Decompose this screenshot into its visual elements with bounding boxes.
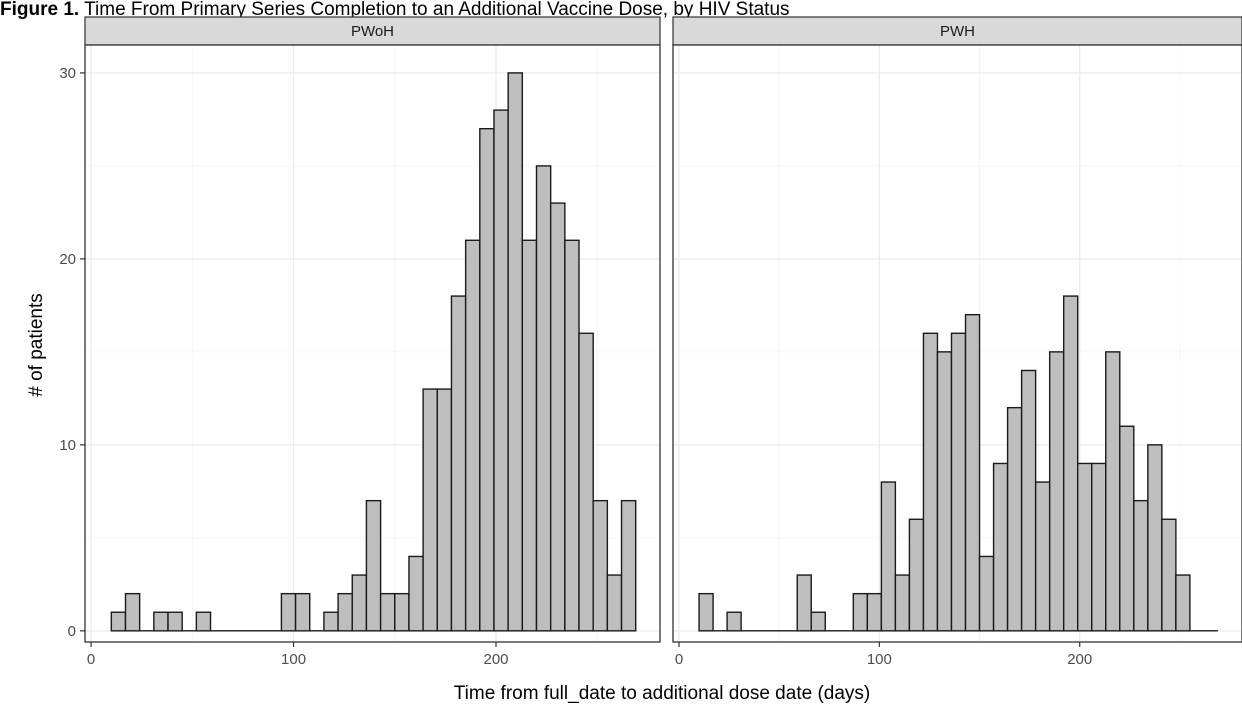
figure-title-text: Time From Primary Series Completion to a…	[79, 0, 790, 20]
x-axis: 0 100 200	[87, 642, 509, 668]
histogram-bar	[1006, 406, 1023, 632]
histogram-bar	[1077, 462, 1093, 632]
facet-strip	[672, 16, 1242, 46]
histogram-bar	[422, 388, 438, 632]
figure-title: Figure 1. Time From Primary Series Compl…	[0, 0, 1242, 22]
histogram-bar	[365, 499, 382, 632]
histogram-bar	[606, 574, 623, 632]
x-tick-label: 200	[1067, 651, 1092, 668]
histogram-bar	[507, 72, 524, 632]
histogram-bar	[880, 481, 897, 632]
histogram-bar	[549, 202, 566, 632]
panel-pwoh: PWoH 0 100 200	[84, 16, 661, 668]
histogram-bar	[1133, 499, 1149, 632]
histogram-bar	[464, 239, 481, 632]
facet-label: PWH	[940, 23, 975, 40]
histogram-bar	[620, 499, 637, 632]
x-axis: 0 100 200	[675, 642, 1092, 668]
histogram-bar	[280, 592, 297, 632]
histogram-bar	[810, 611, 826, 632]
histogram-bar	[323, 611, 339, 632]
histogram-bar	[992, 462, 1009, 632]
histogram-bar	[379, 592, 396, 632]
panel-border	[84, 44, 661, 643]
facet-label: PWoH	[351, 23, 394, 40]
histogram-bar	[1062, 295, 1079, 632]
histogram-bar	[436, 388, 453, 632]
histogram-bar	[1034, 481, 1051, 632]
y-axis: 0 10 20 30	[59, 65, 85, 640]
histogram-bar	[1175, 574, 1191, 632]
y-tick-label: 0	[68, 623, 76, 640]
histogram-bar	[1119, 425, 1135, 632]
panel-border	[672, 44, 1242, 643]
histogram-bar	[1020, 369, 1037, 632]
histogram-bar	[796, 574, 812, 632]
histogram-bar	[1048, 351, 1065, 632]
y-axis-label: # of patients	[26, 293, 47, 397]
histogram-bar	[866, 592, 883, 632]
x-tick-label: 100	[281, 651, 306, 668]
histogram-bar	[922, 332, 939, 632]
histogram-bar	[124, 592, 141, 632]
x-tick-label: 0	[675, 651, 683, 668]
histogram-bar	[351, 574, 368, 632]
x-tick-label: 100	[867, 651, 892, 668]
histogram-bar	[479, 127, 495, 632]
figure-title-prefix: Figure 1.	[0, 0, 80, 20]
y-tick-label: 30	[59, 65, 76, 82]
histogram-bar	[1105, 351, 1121, 632]
histogram-bar	[195, 611, 212, 632]
histogram-bar	[978, 555, 995, 632]
bars	[110, 72, 637, 632]
histogram-bar	[408, 555, 424, 632]
histogram-bar	[936, 351, 953, 632]
histogram-bar	[1147, 444, 1163, 632]
histogram-bar	[1161, 518, 1177, 632]
x-tick-label: 0	[87, 651, 95, 668]
histogram-bar	[592, 499, 609, 632]
panel-pwh: PWH 0 100 200	[672, 16, 1242, 668]
histogram-bar	[535, 165, 552, 632]
histogram-bar	[110, 611, 127, 632]
histogram-bar	[578, 332, 594, 632]
histogram-bar	[894, 574, 911, 632]
histogram-bar	[521, 239, 538, 632]
histogram-bar	[337, 592, 353, 632]
histogram-bar	[564, 239, 580, 632]
y-tick-label: 20	[59, 251, 76, 268]
histogram-bar	[726, 611, 742, 632]
y-tick-label: 10	[59, 437, 76, 454]
histogram-bar	[167, 611, 183, 632]
histogram-bar	[964, 313, 981, 632]
bars	[698, 295, 1191, 632]
histogram-bar	[294, 592, 311, 632]
histogram-bar	[493, 109, 509, 632]
x-tick-label: 200	[483, 651, 508, 668]
histogram-bar	[950, 332, 967, 632]
x-axis-label: Time from full_date to additional dose d…	[454, 683, 870, 704]
histogram-bar	[153, 611, 169, 632]
histogram-bar	[1091, 462, 1107, 632]
facet-strip	[84, 16, 661, 46]
histogram-bar	[698, 592, 714, 632]
histogram-bar	[394, 592, 410, 632]
histogram-bar	[908, 518, 925, 632]
histogram-bar	[852, 592, 869, 632]
histogram-bar	[450, 295, 467, 632]
